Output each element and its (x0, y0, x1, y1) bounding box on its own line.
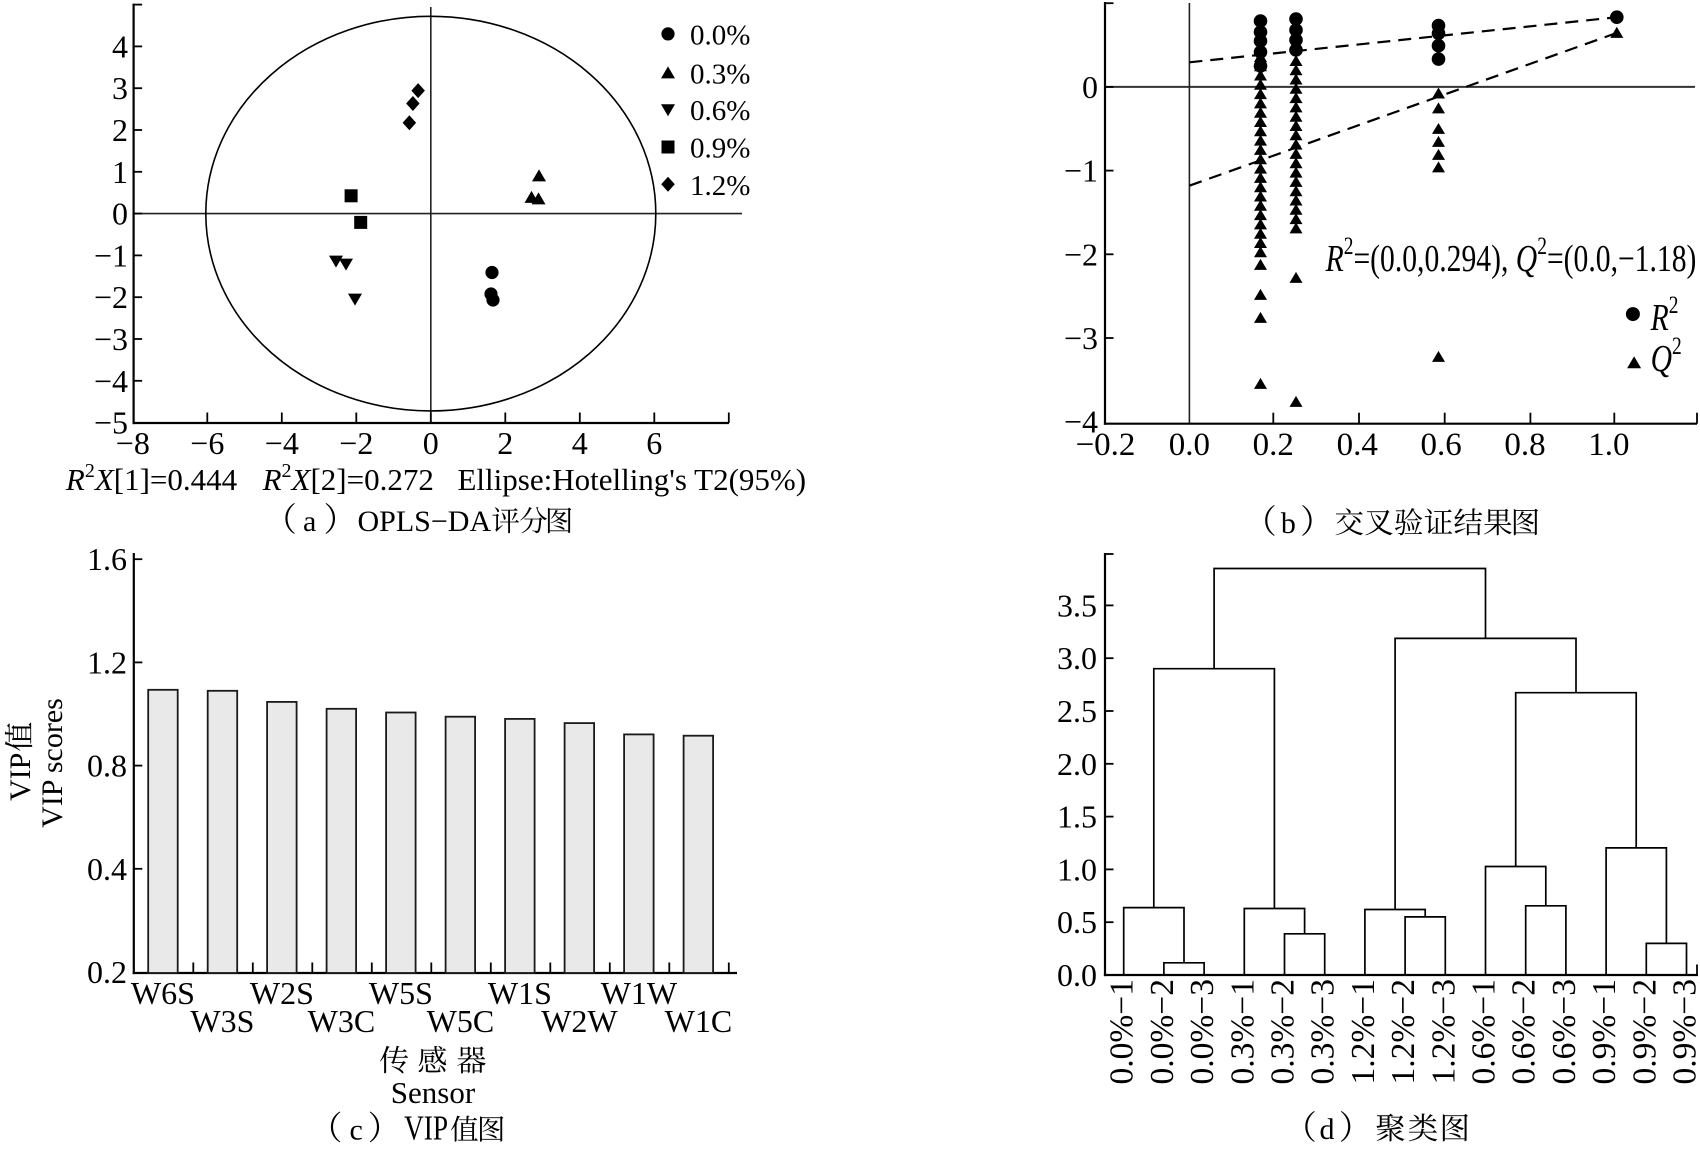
svg-text:−2: −2 (339, 425, 373, 461)
svg-text:−6: −6 (190, 425, 224, 461)
svg-text:2.5: 2.5 (1057, 693, 1097, 729)
svg-text:0.0%−2: 0.0%−2 (1144, 979, 1181, 1084)
svg-text:1.2%−1: 1.2%−1 (1345, 979, 1382, 1084)
svg-text:3: 3 (112, 70, 128, 106)
svg-text:W2S: W2S (250, 975, 314, 1011)
svg-text:−1: −1 (94, 237, 128, 273)
svg-text:1: 1 (112, 154, 128, 190)
svg-text:0.6%−1: 0.6%−1 (1466, 979, 1503, 1084)
svg-text:VIP: VIP (404, 1108, 448, 1147)
svg-text:W5S: W5S (369, 975, 433, 1011)
svg-text:W1C: W1C (665, 1003, 733, 1039)
svg-text:0.6%−3: 0.6%−3 (1546, 979, 1583, 1084)
svg-text:0.6%−2: 0.6%−2 (1506, 979, 1543, 1084)
svg-text:−3: −3 (1064, 320, 1098, 356)
svg-text:−8: −8 (116, 425, 150, 461)
svg-text:1.2%−2: 1.2%−2 (1385, 979, 1422, 1084)
svg-text:Ellipse:Hotelling's T2(95%): Ellipse:Hotelling's T2(95%) (458, 462, 807, 497)
svg-text:R2=(0.0,0.294), Q2=(0.0,−1.18): R2=(0.0,0.294), Q2=(0.0,−1.18) (1325, 232, 1697, 280)
svg-text:1.2%: 1.2% (690, 170, 750, 202)
svg-text:Q2: Q2 (1651, 332, 1682, 380)
svg-text:0.3%−2: 0.3%−2 (1265, 979, 1302, 1084)
svg-text:0.2: 0.2 (1253, 427, 1294, 463)
svg-text:0.9%−1: 0.9%−1 (1586, 979, 1623, 1084)
svg-text:0.9%−3: 0.9%−3 (1667, 979, 1700, 1084)
svg-text:W3S: W3S (190, 1003, 254, 1039)
svg-text:1.0: 1.0 (1588, 427, 1629, 463)
svg-text:0.4: 0.4 (87, 851, 127, 887)
svg-text:0.0: 0.0 (1169, 427, 1210, 463)
svg-text:1.0: 1.0 (1057, 851, 1097, 887)
svg-text:1.6: 1.6 (87, 541, 127, 577)
svg-text:0.3%−1: 0.3%−1 (1224, 979, 1261, 1084)
svg-text:0.3%: 0.3% (690, 59, 750, 91)
svg-text:2: 2 (112, 112, 128, 148)
svg-text:d: d (1320, 1113, 1335, 1146)
svg-text:4: 4 (112, 28, 128, 64)
svg-text:0.9%−2: 0.9%−2 (1626, 979, 1663, 1084)
svg-text:0: 0 (423, 425, 439, 461)
svg-text:−2: −2 (94, 279, 128, 315)
svg-text:OPLS−DA: OPLS−DA (358, 505, 492, 538)
svg-text:VIP: VIP (4, 753, 37, 801)
svg-text:VIP scores: VIP scores (36, 698, 69, 828)
svg-text:0.3%−3: 0.3%−3 (1305, 979, 1342, 1084)
svg-text:0.8: 0.8 (87, 748, 127, 784)
svg-text:1.2%−3: 1.2%−3 (1425, 979, 1462, 1084)
svg-text:−3: −3 (94, 321, 128, 357)
svg-text:1.5: 1.5 (1057, 799, 1097, 835)
svg-text:W6S: W6S (131, 975, 195, 1011)
svg-text:R2X[1]=0.444: R2X[1]=0.444 (65, 460, 238, 497)
svg-text:W2W: W2W (541, 1003, 618, 1039)
svg-text:1.2: 1.2 (87, 644, 127, 680)
svg-text:−0.2: −0.2 (1076, 427, 1136, 463)
svg-text:6: 6 (646, 425, 662, 461)
svg-text:0.4: 0.4 (1337, 427, 1378, 463)
svg-text:0.8: 0.8 (1504, 427, 1545, 463)
svg-text:c: c (350, 1114, 363, 1147)
svg-text:0.9%: 0.9% (690, 133, 750, 165)
svg-text:−4: −4 (94, 363, 128, 399)
svg-text:−2: −2 (1064, 236, 1098, 272)
svg-text:0.0: 0.0 (1057, 957, 1097, 993)
svg-text:0.6%: 0.6% (690, 95, 750, 127)
svg-text:a: a (303, 505, 316, 538)
svg-text:0: 0 (1082, 69, 1098, 105)
svg-text:−4: −4 (265, 425, 299, 461)
svg-text:2.0: 2.0 (1057, 746, 1097, 782)
svg-text:Sensor: Sensor (391, 1075, 476, 1110)
svg-text:0.0%−1: 0.0%−1 (1104, 979, 1141, 1084)
svg-text:0.0%−3: 0.0%−3 (1184, 979, 1221, 1084)
svg-text:3.5: 3.5 (1057, 587, 1097, 623)
svg-text:2: 2 (497, 425, 513, 461)
svg-text:0.2: 0.2 (87, 954, 127, 990)
svg-text:−1: −1 (1064, 153, 1098, 189)
svg-text:b: b (1281, 507, 1296, 540)
svg-text:4: 4 (572, 425, 588, 461)
svg-text:W5C: W5C (427, 1003, 495, 1039)
svg-text:0.6: 0.6 (1420, 427, 1461, 463)
svg-text:3.0: 3.0 (1057, 640, 1097, 676)
svg-text:W3C: W3C (308, 1003, 376, 1039)
svg-text:0.0%: 0.0% (690, 19, 750, 51)
svg-text:0: 0 (112, 196, 128, 232)
svg-text:R2X[2]=0.272: R2X[2]=0.272 (262, 460, 434, 497)
svg-text:0.5: 0.5 (1057, 904, 1097, 940)
